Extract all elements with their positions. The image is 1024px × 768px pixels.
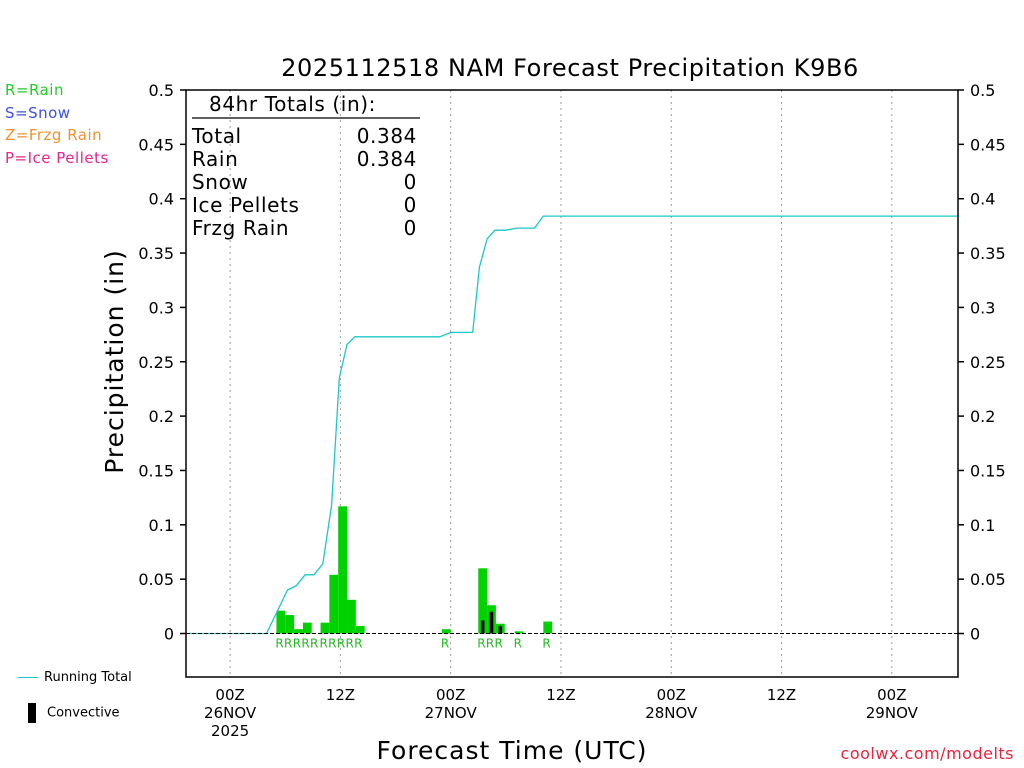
y-tick-label-left-2: 0.1: [149, 516, 174, 535]
precip-bar-13: [514, 631, 524, 634]
y-tick-label-left-7: 0.35: [138, 244, 174, 263]
precip-type-label-2: R: [441, 637, 450, 651]
legend-snow-key: S=Snow: [5, 104, 71, 122]
precip-type-label-3: RRR: [477, 637, 503, 651]
precip-bar-1: [285, 615, 295, 634]
convective-swatch: [28, 703, 36, 723]
running-total-swatch: [18, 677, 38, 678]
legend-rain-key: R=Rain: [5, 81, 64, 99]
y-tick-label-left-10: 0.5: [149, 81, 174, 100]
x-tick-label-0-2: 2025: [211, 722, 249, 740]
totals-row-label-3: Ice Pellets: [192, 193, 300, 217]
y-tick-label-right-9: 0.45: [970, 135, 1006, 154]
totals-row-value-3: 0: [404, 193, 417, 217]
legend-running-total: Running Total: [18, 670, 132, 685]
x-tick-label-4-0: 00Z: [657, 686, 686, 704]
y-tick-label-right-8: 0.4: [970, 190, 995, 209]
precip-bar-8: [355, 625, 365, 634]
y-tick-label-right-4: 0.2: [970, 407, 995, 426]
running-total-label: Running Total: [44, 670, 132, 685]
precip-type-label-5: R: [542, 637, 551, 651]
totals-header: 84hr Totals (in):: [209, 92, 376, 116]
precip-bar-9: [441, 629, 451, 634]
legend-convective: Convective: [28, 703, 120, 723]
precip-type-label-4: R: [514, 637, 523, 651]
y-tick-label-right-3: 0.15: [970, 461, 1006, 480]
bar-layer: [276, 506, 553, 634]
precip-bar-14: [543, 621, 553, 634]
x-tick-label-5-0: 12Z: [767, 686, 796, 704]
totals-row-value-1: 0.384: [357, 147, 417, 171]
running-total-layer: [186, 215, 958, 635]
y-tick-label-left-3: 0.15: [138, 461, 174, 480]
precip-bar-5: [329, 574, 339, 634]
credit-text: coolwx.com/modelts: [840, 744, 1014, 763]
y-tick-label-right-1: 0.05: [970, 570, 1006, 589]
precip-bar-7: [347, 599, 356, 634]
x-tick-label-2-0: 00Z: [436, 686, 465, 704]
totals-row-value-2: 0: [404, 170, 417, 194]
precip-bar-6: [338, 506, 348, 634]
convective-bar-10: [480, 620, 485, 634]
x-tick-label-0-1: 26NOV: [204, 704, 257, 722]
totals-row-label-2: Snow: [192, 170, 248, 194]
axes: 0 00.05 0.050.1 0.10.15 0.150.2 0.20.25 0.250.…: [138, 81, 1005, 740]
precip-bar-4: [320, 622, 330, 634]
y-tick-label-left-9: 0.45: [138, 135, 174, 154]
running-total-line: [186, 215, 958, 635]
precip-bar-3: [302, 622, 312, 634]
plot-frame: [185, 89, 959, 678]
y-tick-label-right-2: 0.1: [970, 516, 995, 535]
precip-bar-10: [478, 568, 488, 634]
x-tick-label-4-1: 28NOV: [645, 704, 698, 722]
x-tick-label-0-0: 00Z: [215, 686, 244, 704]
y-tick-label-left-6: 0.3: [149, 298, 174, 317]
chart-title: 2025112518 NAM Forecast Precipitation K9…: [281, 54, 859, 82]
y-axis-label: Precipitation (in): [100, 249, 129, 474]
legend-frzg-rain-key: Z=Frzg Rain: [5, 126, 103, 144]
x-axis-label: Forecast Time (UTC): [377, 736, 648, 765]
x-tick-label-1-0: 12Z: [326, 686, 355, 704]
y-tick-label-left-4: 0.2: [149, 407, 174, 426]
grid-lines: [229, 90, 893, 677]
precip-type-labels: RRRRR RRRRR R RRR R R: [275, 637, 551, 651]
totals-row-label-0: Total: [191, 124, 242, 148]
y-tick-label-right-10: 0.5: [970, 81, 995, 100]
y-tick-label-left-1: 0.05: [138, 570, 174, 589]
y-tick-label-left-0: 0: [164, 625, 174, 644]
precip-bar-0: [276, 610, 286, 634]
x-tick-label-6-1: 29NOV: [866, 704, 919, 722]
totals-row-value-4: 0: [404, 216, 417, 240]
x-tick-label-2-1: 27NOV: [425, 704, 478, 722]
y-tick-label-right-6: 0.3: [970, 298, 995, 317]
y-tick-label-right-0: 0: [970, 625, 980, 644]
convective-bar-12: [498, 625, 503, 634]
totals-box: 84hr Totals (in): Total 0.384 Rain 0.384 Snow…: [191, 92, 420, 240]
y-tick-label-right-5: 0.25: [970, 353, 1006, 372]
totals-row-label-4: Frzg Rain: [192, 216, 289, 240]
x-tick-label-6-0: 00Z: [877, 686, 906, 704]
legend-ice-pellets-key: P=Ice Pellets: [5, 149, 109, 167]
x-tick-label-3-0: 12Z: [546, 686, 575, 704]
y-tick-label-left-5: 0.25: [138, 353, 174, 372]
y-tick-label-right-7: 0.35: [970, 244, 1006, 263]
convective-label: Convective: [47, 705, 120, 721]
precip-bar-2: [294, 629, 303, 634]
precip-type-label-0: RRRRR: [275, 637, 318, 651]
totals-row-label-1: Rain: [192, 147, 238, 171]
y-tick-label-left-8: 0.4: [149, 190, 174, 209]
convective-bar-11: [489, 611, 494, 634]
totals-row-value-0: 0.384: [357, 124, 417, 148]
precip-type-label-1: RRRRR: [320, 637, 363, 651]
